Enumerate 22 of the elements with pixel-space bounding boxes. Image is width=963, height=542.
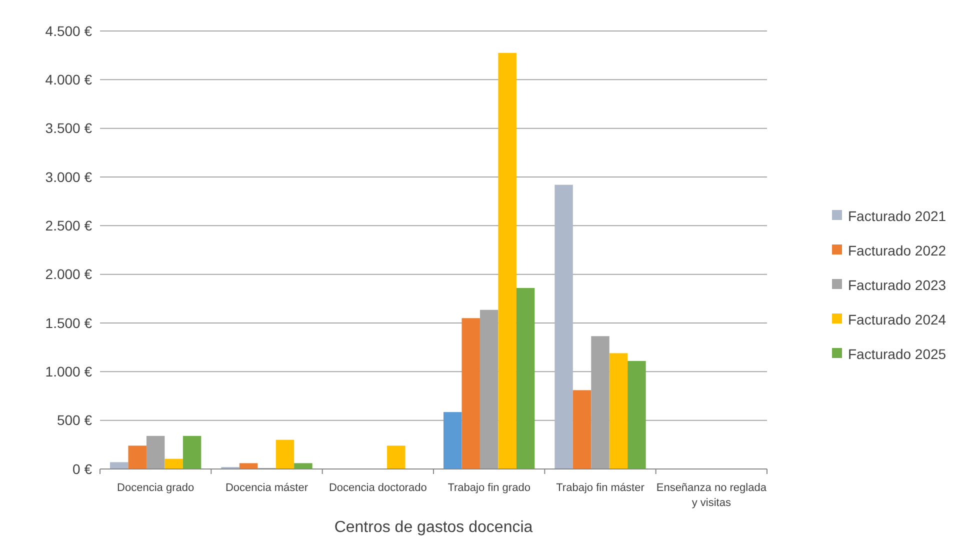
legend-label: Facturado 2025 bbox=[848, 346, 946, 362]
legend-label: Facturado 2021 bbox=[848, 208, 946, 224]
y-tick-label: 4.500 € bbox=[45, 22, 92, 39]
y-tick-label: 3.500 € bbox=[45, 120, 92, 136]
y-tick-label: 3.000 € bbox=[45, 168, 92, 185]
x-tick-label: Docencia doctorado bbox=[328, 482, 427, 494]
x-tick-label: Enseñanza no reglada y visitas bbox=[656, 482, 768, 509]
legend-label: Facturado 2024 bbox=[848, 311, 946, 328]
x-tick-label: Trabajo fin grado bbox=[448, 482, 530, 494]
y-tick-label: 2.500 € bbox=[45, 218, 92, 234]
y-tick-label: 2.000 € bbox=[45, 266, 92, 282]
legend-label: Facturado 2022 bbox=[848, 242, 946, 258]
y-tick-label: 1.000 € bbox=[45, 364, 92, 380]
legend-label: Facturado 2023 bbox=[848, 276, 946, 293]
x-axis-title: Centros de gastos docencia bbox=[334, 519, 533, 536]
x-tick-label: Docencia máster bbox=[225, 482, 308, 494]
x-tick-label: Docencia grado bbox=[117, 482, 194, 494]
y-tick-label: 1.500 € bbox=[45, 314, 92, 331]
y-tick-label: 0 € bbox=[72, 460, 92, 477]
y-tick-label: 500 € bbox=[56, 412, 92, 428]
x-tick-label: Trabajo fin máster bbox=[556, 482, 645, 494]
y-tick-label: 4.000 € bbox=[45, 72, 92, 88]
